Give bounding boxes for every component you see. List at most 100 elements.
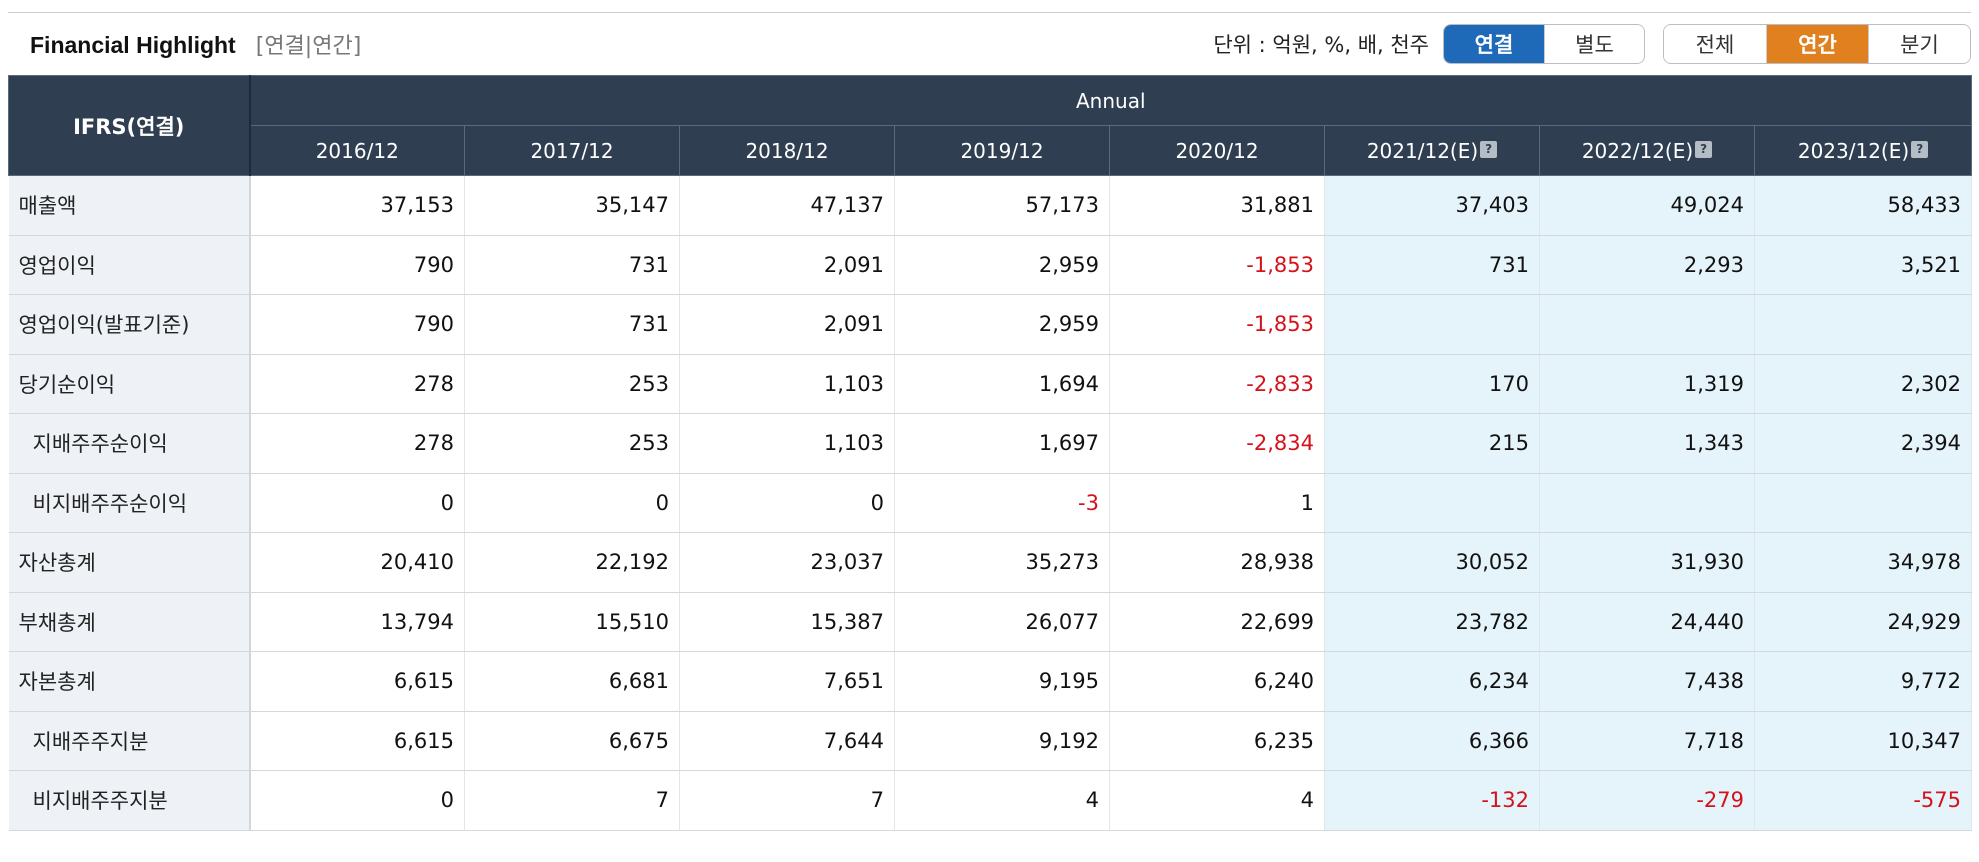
table-cell: 6,240 (1109, 651, 1325, 712)
table-cell: 37,153 (249, 175, 465, 236)
panel-title: Financial Highlight (30, 32, 236, 58)
annual-group-header: Annual (248, 75, 1973, 126)
table-row: 지배주주순이익 278 253 1,103 1,697 -2,834 215 1,343 2,3… (8, 413, 1973, 474)
table-cell: 6,615 (249, 711, 465, 771)
table-row: 지배주주지분 6,615 6,675 7,644 9,192 6,235 6,366 7,71… (8, 711, 1973, 771)
row-label[interactable]: 지배주주지분 (8, 711, 251, 771)
row-label[interactable]: 자산총계 (8, 532, 251, 593)
table-cell: 28,938 (1109, 532, 1325, 593)
row-label[interactable]: 지배주주순이익 (8, 413, 251, 474)
year-label: 2018/12 (745, 138, 829, 163)
table-cell: 2,959 (894, 235, 1110, 295)
financial-highlight-panel: Financial Highlight [연결|연간] 단위 : 억원, %, … (8, 12, 1973, 831)
table-cell: 9,772 (1754, 651, 1973, 712)
table-cell: 57,173 (894, 175, 1110, 236)
help-icon[interactable]: ? (1695, 140, 1713, 158)
table-cell: -1,853 (1109, 294, 1325, 355)
table-cell: 7,644 (679, 711, 895, 771)
header-controls: 단위 : 억원, %, 배, 천주 연결 별도 전체 연간 분기 (1213, 24, 1971, 64)
table-row: 부채총계 13,794 15,510 15,387 26,077 22,699 23,782… (8, 592, 1973, 652)
help-icon[interactable]: ? (1911, 140, 1929, 158)
consolidation-toggle: 연결 별도 (1443, 24, 1645, 64)
table-cell: 1,697 (894, 413, 1110, 474)
table-cell (1754, 473, 1973, 533)
table-cell: 2,091 (679, 235, 895, 295)
table-cell: 0 (464, 473, 680, 533)
row-label[interactable]: 비지배주주순이익 (8, 473, 251, 533)
help-icon[interactable]: ? (1480, 140, 1498, 158)
table-cell: 58,433 (1754, 175, 1973, 236)
table-cell (1754, 294, 1973, 355)
row-label[interactable]: 비지배주주지분 (8, 770, 251, 831)
row-label[interactable]: 영업이익 (8, 235, 251, 295)
table-cell: 2,293 (1539, 235, 1755, 295)
financial-table: IFRS(연결) Annual 2016/12 2017/12 2018/12 201… (8, 75, 1973, 831)
ifrs-corner-header: IFRS(연결) (8, 75, 251, 176)
row-label[interactable]: 영업이익(발표기준) (8, 294, 251, 355)
table-cell: 24,929 (1754, 592, 1973, 652)
quarterly-button[interactable]: 분기 (1868, 25, 1970, 63)
table-cell: 170 (1324, 354, 1540, 414)
table-cell: 47,137 (679, 175, 895, 236)
table-cell: 13,794 (249, 592, 465, 652)
table-cell: 4 (1109, 770, 1325, 831)
row-label[interactable]: 부채총계 (8, 592, 251, 652)
table-cell: 22,699 (1109, 592, 1325, 652)
table-cell: 6,681 (464, 651, 680, 712)
table-cell: 6,615 (249, 651, 465, 712)
table-cell: 30,052 (1324, 532, 1540, 593)
table-cell: 4 (894, 770, 1110, 831)
table-cell: 7,651 (679, 651, 895, 712)
table-row: 자산총계 20,410 22,192 23,037 35,273 28,938 30,052… (8, 532, 1973, 593)
table-cell (1539, 294, 1755, 355)
table-cell: 26,077 (894, 592, 1110, 652)
table-cell: -3 (894, 473, 1110, 533)
table-cell: 0 (679, 473, 895, 533)
table-cell (1324, 473, 1540, 533)
table-cell: 278 (249, 354, 465, 414)
separate-button[interactable]: 별도 (1544, 25, 1644, 63)
annual-button[interactable]: 연간 (1766, 25, 1868, 63)
consolidated-button[interactable]: 연결 (1444, 25, 1544, 63)
table-cell: 731 (464, 235, 680, 295)
year-label: 2019/12 (960, 138, 1044, 163)
table-cell: 2,302 (1754, 354, 1973, 414)
row-label[interactable]: 당기순이익 (8, 354, 251, 414)
table-cell (1324, 294, 1540, 355)
table-row: 비지배주주순이익 0 0 0 -3 1 (8, 473, 1973, 533)
row-label[interactable]: 자본총계 (8, 651, 251, 712)
table-row: 매출액 37,153 35,147 47,137 57,173 31,881 37,403 4… (8, 175, 1973, 236)
table-cell: 24,440 (1539, 592, 1755, 652)
year-column-header: 2023/12(E)? (1753, 125, 1973, 176)
panel-header: Financial Highlight [연결|연간] 단위 : 억원, %, … (8, 13, 1971, 75)
table-cell: 22,192 (464, 532, 680, 593)
row-label[interactable]: 매출액 (8, 175, 251, 236)
table-cell: 10,347 (1754, 711, 1973, 771)
table-cell: 7,718 (1539, 711, 1755, 771)
table-cell: 1,103 (679, 354, 895, 414)
table-cell: 23,037 (679, 532, 895, 593)
year-column-header: 2016/12 (249, 125, 465, 176)
year-label: 2020/12 (1175, 138, 1259, 163)
top-divider (8, 12, 1971, 13)
table-cell: 15,387 (679, 592, 895, 652)
year-label: 2023/12(E) (1797, 138, 1910, 163)
table-cell: -279 (1539, 770, 1755, 831)
table-cell: 2,959 (894, 294, 1110, 355)
table-cell: 1,694 (894, 354, 1110, 414)
table-cell: 7,438 (1539, 651, 1755, 712)
table-cell: 2,394 (1754, 413, 1973, 474)
panel-subtitle: [연결|연간] (255, 34, 362, 59)
table-cell: 7 (679, 770, 895, 831)
table-cell: -1,853 (1109, 235, 1325, 295)
all-period-button[interactable]: 전체 (1664, 25, 1766, 63)
table-cell: 2,091 (679, 294, 895, 355)
table-cell: 15,510 (464, 592, 680, 652)
table-cell: 1,343 (1539, 413, 1755, 474)
table-cell (1539, 473, 1755, 533)
table-cell: 6,675 (464, 711, 680, 771)
table-cell: 1 (1109, 473, 1325, 533)
table-cell: 20,410 (249, 532, 465, 593)
year-label: 2022/12(E) (1581, 138, 1694, 163)
table-cell: 35,273 (894, 532, 1110, 593)
